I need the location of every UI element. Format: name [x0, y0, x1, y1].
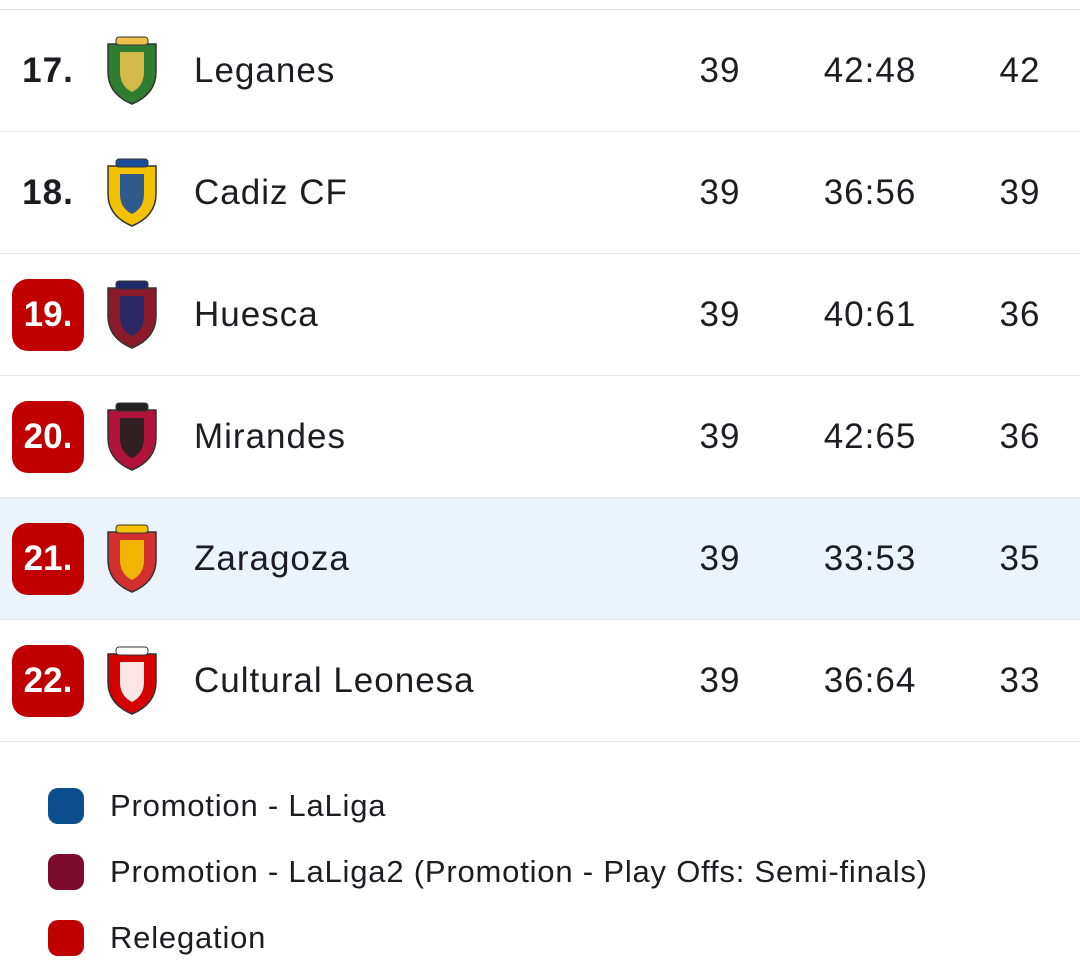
team-name: Cultural Leonesa [194, 661, 475, 700]
legend-swatch [48, 920, 84, 956]
divider [0, 9, 1080, 10]
goals: 42:65 [823, 417, 917, 456]
table-row[interactable]: 17. Leganes 39 42:48 42 [0, 10, 1080, 132]
goals: 36:56 [823, 173, 917, 212]
team-name: Cadiz CF [194, 173, 348, 212]
table-row[interactable]: 22. Cultural Leonesa 39 36:64 33 [0, 620, 1080, 742]
played: 39 [699, 173, 741, 212]
played: 39 [699, 417, 741, 456]
crest-top [115, 158, 149, 168]
rank: 17. [22, 51, 74, 90]
goals: 36:64 [823, 661, 917, 700]
team-name: Zaragoza [194, 539, 350, 578]
table-row[interactable]: 20. Mirandes 39 42:65 36 [0, 376, 1080, 498]
team-crest [107, 524, 157, 593]
rank-badge: 22. [12, 645, 84, 717]
crest-detail [120, 52, 144, 92]
points: 33 [999, 661, 1041, 700]
crest-top [115, 36, 149, 46]
points: 39 [999, 173, 1041, 212]
points: 36 [999, 417, 1041, 456]
team-crest [107, 280, 157, 349]
team-crest [107, 36, 157, 105]
table-row[interactable]: 21. Zaragoza 39 33:53 35 [0, 498, 1080, 620]
legend-swatch [48, 788, 84, 824]
team-crest [107, 158, 157, 227]
rank-badge: 19. [12, 279, 84, 351]
crest-detail [120, 174, 144, 214]
team-crest [107, 646, 157, 715]
team-name: Leganes [194, 51, 336, 90]
crest-top [115, 402, 149, 412]
rank-badge: 20. [12, 401, 84, 473]
legend-label: Promotion - LaLiga [110, 788, 387, 823]
crest-detail [120, 540, 144, 580]
crest-detail [120, 418, 144, 458]
goals: 42:48 [823, 51, 917, 90]
played: 39 [699, 295, 741, 334]
played: 39 [699, 539, 741, 578]
crest-top [115, 280, 149, 290]
played: 39 [699, 51, 741, 90]
crest-top [115, 646, 149, 656]
table-row[interactable]: 18. Cadiz CF 39 36:56 39 [0, 132, 1080, 254]
points: 36 [999, 295, 1041, 334]
legend-label: Relegation [110, 920, 267, 955]
goals: 33:53 [823, 539, 917, 578]
legend-label: Promotion - LaLiga2 (Promotion - Play Of… [110, 854, 928, 889]
rank: 18. [22, 173, 74, 212]
crest-detail [120, 662, 144, 702]
goals: 40:61 [823, 295, 917, 334]
legend-swatch [48, 854, 84, 890]
crest-top [115, 524, 149, 534]
team-name: Huesca [194, 295, 319, 334]
table-row[interactable]: 19. Huesca 39 40:61 36 [0, 254, 1080, 376]
crest-detail [120, 296, 144, 336]
team-crest [107, 402, 157, 471]
points: 42 [999, 51, 1041, 90]
rank-badge: 21. [12, 523, 84, 595]
points: 35 [999, 539, 1041, 578]
team-name: Mirandes [194, 417, 346, 456]
played: 39 [699, 661, 741, 700]
